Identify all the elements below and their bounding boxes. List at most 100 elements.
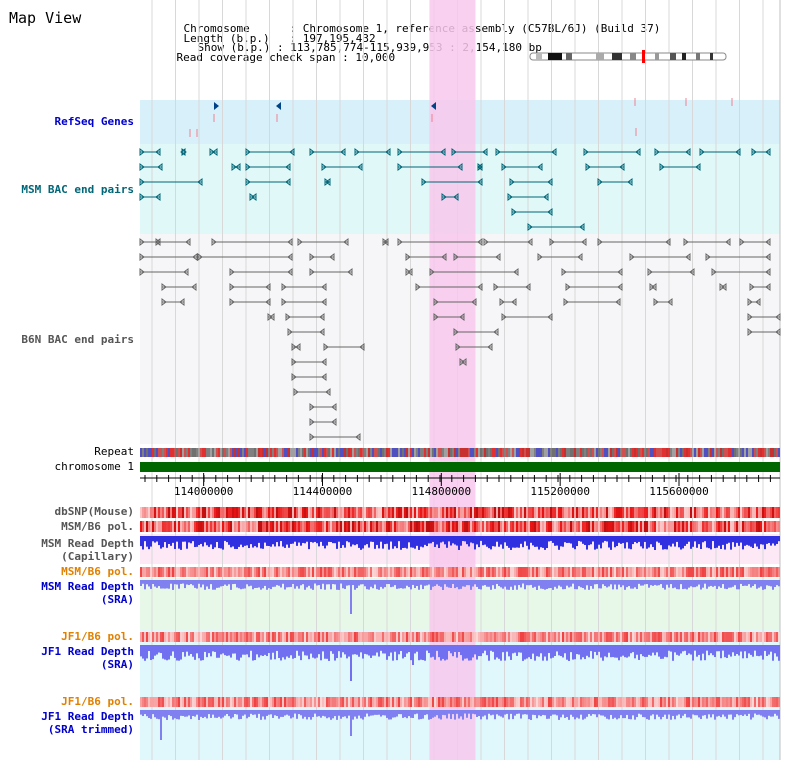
msm-b6-pol2-cell bbox=[582, 567, 584, 577]
msm-bac-pair-end bbox=[157, 163, 163, 171]
jf1-b6-pol2-cell bbox=[228, 697, 230, 707]
repeat-segment bbox=[212, 448, 214, 457]
jf1-b6-pol2-cell bbox=[348, 697, 350, 707]
msm-b6-pol2-cell bbox=[320, 567, 322, 577]
msm-depth-sra-bar bbox=[332, 580, 334, 585]
dbsnp-cell bbox=[290, 507, 292, 518]
label-refseq-genes[interactable]: RefSeq Genes bbox=[54, 115, 134, 128]
msm-b6-pol-cell bbox=[344, 521, 346, 532]
label-msm-b6-pol[interactable]: MSM/B6 pol. bbox=[61, 520, 134, 533]
jf1-depth-sra-bar bbox=[264, 645, 266, 655]
jf1-depth-sra-bar bbox=[318, 645, 320, 655]
jf1-b6-pol2-cell bbox=[402, 697, 404, 707]
b6n-bac-pair-end bbox=[689, 268, 695, 276]
msm-depth-cap-bar bbox=[490, 536, 492, 550]
msm-b6-pol2-cell bbox=[300, 567, 302, 577]
dbsnp-cell bbox=[724, 507, 726, 518]
jf1-b6-pol2-cell bbox=[666, 697, 668, 707]
msm-b6-pol-cell bbox=[348, 521, 350, 532]
jf1-depth-trim-bar bbox=[526, 710, 528, 715]
msm-depth-cap-bar bbox=[548, 536, 550, 542]
repeat-segment bbox=[532, 448, 534, 457]
jf1-b6-pol2-cell bbox=[328, 697, 330, 707]
msm-b6-pol2-cell bbox=[598, 567, 600, 577]
dbsnp-cell bbox=[610, 507, 612, 518]
jf1-depth-sra-bar bbox=[550, 645, 552, 659]
chromosome-bar[interactable] bbox=[140, 462, 780, 472]
refseq-gene[interactable] bbox=[276, 102, 281, 110]
repeat-segment bbox=[382, 448, 384, 457]
repeat-segment bbox=[414, 448, 416, 457]
msm-b6-pol-cell bbox=[284, 521, 286, 532]
repeat-segment bbox=[328, 448, 330, 457]
msm-b6-pol2-cell bbox=[488, 567, 490, 577]
jf1-b6-pol-cell bbox=[396, 632, 398, 642]
dbsnp-cell bbox=[450, 507, 452, 518]
jf1-depth-trim-bar bbox=[588, 710, 590, 715]
jf1-b6-pol2-cell bbox=[776, 697, 778, 707]
dbsnp-cell bbox=[624, 507, 626, 518]
b6n-bac-pair-end bbox=[309, 253, 315, 261]
msm-b6-pol2-cell bbox=[140, 567, 142, 577]
msm-b6-pol2-cell bbox=[386, 567, 388, 577]
msm-depth-cap-bar bbox=[322, 536, 324, 546]
msm-b6-pol-cell bbox=[588, 521, 590, 532]
jf1-b6-pol-cell bbox=[526, 632, 528, 642]
repeat-segment bbox=[592, 448, 594, 457]
msm-b6-pol2-cell bbox=[748, 567, 750, 577]
jf1-depth-sra-bar bbox=[428, 645, 430, 654]
label-b6n-bac-end-pairs[interactable]: B6N BAC end pairs bbox=[21, 333, 134, 346]
jf1-b6-pol-cell bbox=[650, 632, 652, 642]
msm-b6-pol-cell bbox=[474, 521, 476, 532]
label-msm-b6-pol-2[interactable]: MSM/B6 pol. bbox=[61, 565, 134, 578]
jf1-b6-pol2-cell bbox=[158, 697, 160, 707]
msm-b6-pol2-cell bbox=[504, 567, 506, 577]
label-dbsnp[interactable]: dbSNP(Mouse) bbox=[54, 505, 134, 518]
label-jf1-depth-trimmed[interactable]: JF1 Read Depth bbox=[41, 710, 134, 723]
repeat-segment bbox=[602, 448, 604, 457]
refseq-gene[interactable] bbox=[214, 102, 219, 110]
label-msm-depth-capillary[interactable]: MSM Read Depth bbox=[41, 537, 134, 550]
jf1-depth-sra-bar bbox=[742, 645, 744, 659]
msm-depth-sra-bar bbox=[664, 580, 666, 590]
label-jf1-b6-pol[interactable]: JF1/B6 pol. bbox=[61, 630, 134, 643]
dbsnp-cell bbox=[460, 507, 462, 518]
chromosome-ideogram[interactable] bbox=[529, 52, 727, 61]
dbsnp-cell bbox=[362, 507, 364, 518]
label-jf1-depth-sra[interactable]: JF1 Read Depth bbox=[41, 645, 134, 658]
jf1-depth-sra-bar bbox=[416, 645, 418, 652]
dbsnp-cell bbox=[324, 507, 326, 518]
repeat-segment bbox=[442, 448, 444, 457]
msm-depth-cap-bar bbox=[360, 536, 362, 550]
refseq-gene[interactable] bbox=[431, 102, 436, 110]
label-msm-depth-sra[interactable]: MSM Read Depth bbox=[41, 580, 134, 593]
jf1-depth-trim-bar bbox=[402, 710, 404, 718]
jf1-depth-sra-bar bbox=[570, 645, 572, 653]
jf1-depth-sra-bar bbox=[728, 645, 730, 655]
repeat-segment bbox=[172, 448, 174, 457]
dbsnp-cell bbox=[690, 507, 692, 518]
msm-b6-pol2-cell bbox=[590, 567, 592, 577]
jf1-depth-sra-bar bbox=[776, 645, 778, 657]
label-msm-bac-end-pairs[interactable]: MSM BAC end pairs bbox=[21, 183, 134, 196]
msm-b6-pol-cell bbox=[666, 521, 668, 532]
msm-b6-pol2-cell bbox=[372, 567, 374, 577]
msm-depth-cap-bar bbox=[768, 536, 770, 544]
jf1-depth-sra-bar bbox=[518, 645, 520, 653]
jf1-b6-pol-cell bbox=[234, 632, 236, 642]
dbsnp-cell bbox=[162, 507, 164, 518]
jf1-depth-sra-bar bbox=[262, 645, 264, 656]
b6n-bac-pair-end bbox=[537, 253, 543, 261]
label-jf1-b6-pol-2[interactable]: JF1/B6 pol. bbox=[61, 695, 134, 708]
b6n-bac-pair-end bbox=[547, 313, 553, 321]
dbsnp-cell bbox=[366, 507, 368, 518]
jf1-depth-trim-bar bbox=[772, 710, 774, 717]
msm-b6-pol2-cell bbox=[756, 567, 758, 577]
repeat-segment bbox=[460, 448, 462, 457]
jf1-b6-pol2-cell bbox=[656, 697, 658, 707]
b6n-bac-pair-end bbox=[455, 343, 461, 351]
msm-depth-cap-bar bbox=[280, 536, 282, 542]
jf1-b6-pol2-cell bbox=[636, 697, 638, 707]
msm-depth-cap-bar bbox=[158, 536, 160, 546]
